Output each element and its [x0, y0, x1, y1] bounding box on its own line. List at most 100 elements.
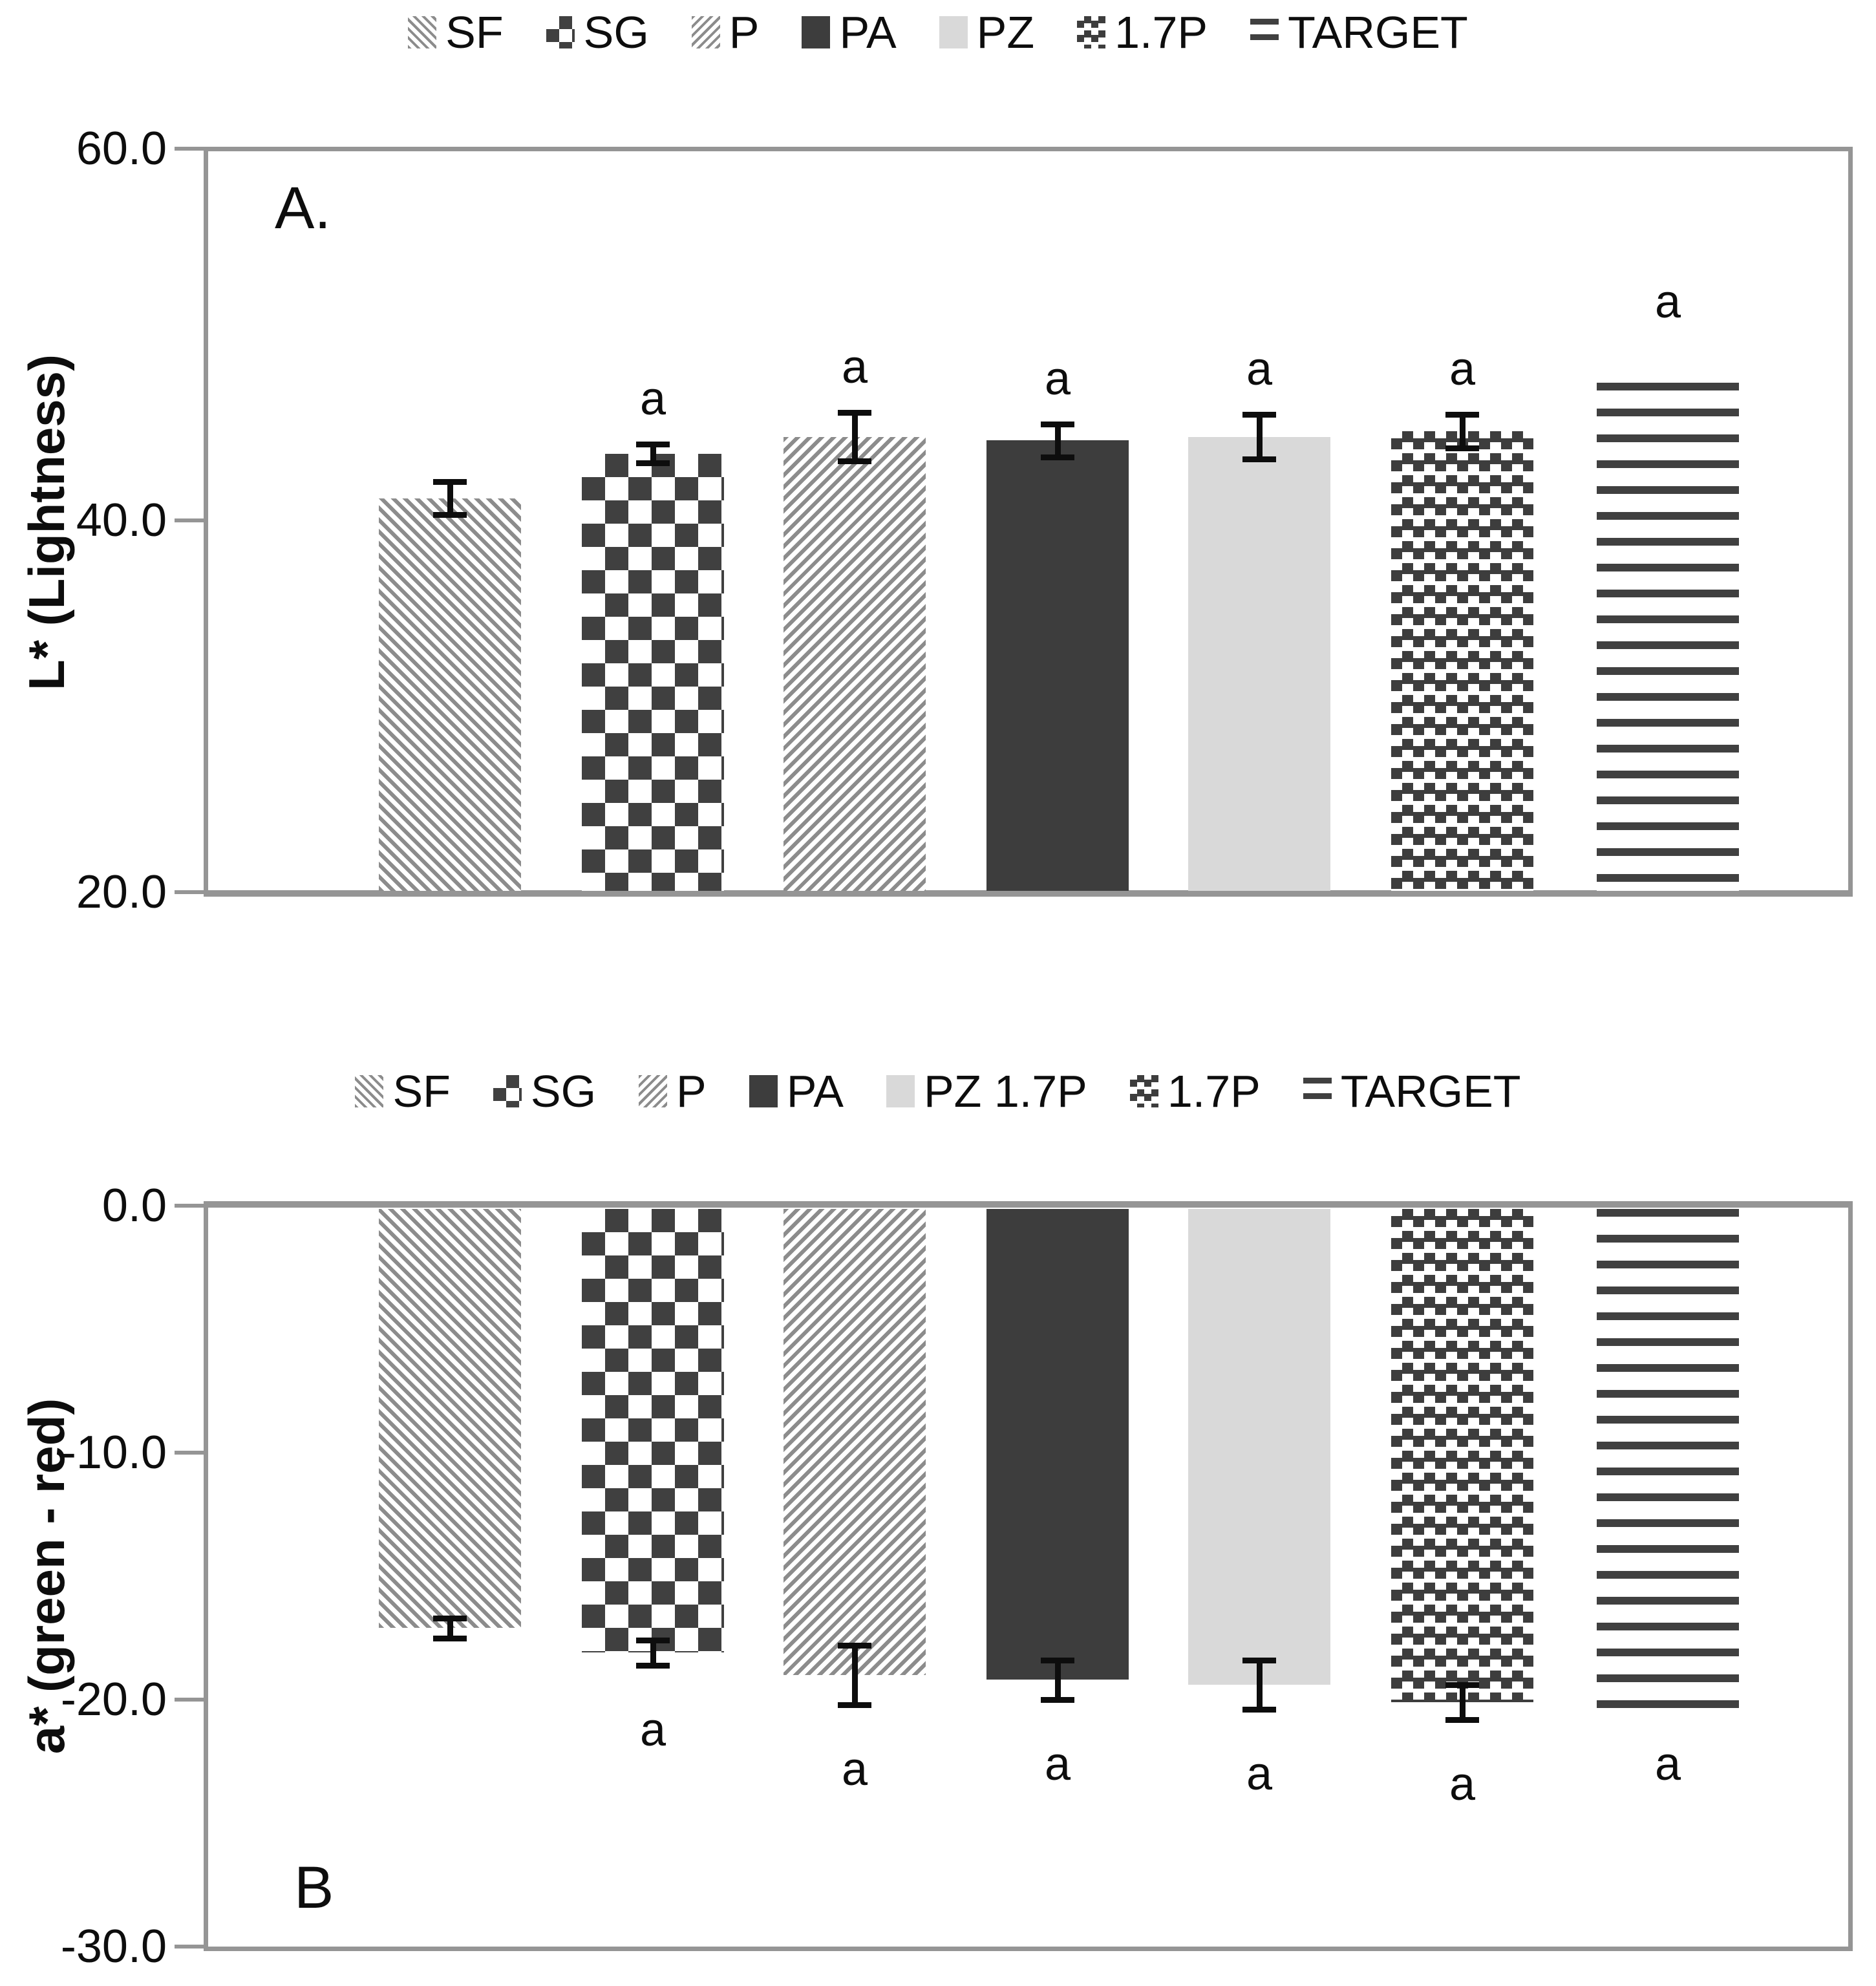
bar-SF	[379, 1209, 521, 1628]
sig-letter: a	[841, 1743, 868, 1795]
error-bar-cap	[1445, 1716, 1479, 1723]
legend-item-label: PA	[786, 1066, 844, 1116]
error-bar-cap	[1041, 1697, 1074, 1703]
sig-letter: a	[1654, 1738, 1681, 1791]
error-bar-cap	[1041, 1657, 1074, 1663]
chart-b-plot-area	[204, 1201, 1853, 1951]
legend-item-PA: PA	[802, 6, 897, 58]
scattered-squares-swatch-icon	[1077, 16, 1106, 48]
horizontal-lines-swatch-icon	[1303, 1078, 1332, 1105]
error-bar-cap	[636, 1662, 670, 1669]
checkerboard-swatch-icon	[493, 1075, 522, 1107]
legend-item-label: SG	[583, 7, 649, 58]
bar-1.7P	[1391, 1209, 1533, 1702]
legend-item-PZ: PZ	[939, 6, 1034, 58]
error-bar-1.7P	[1459, 414, 1466, 448]
solid-light-swatch-icon	[939, 16, 968, 48]
y-tick-label: -30.0	[60, 1921, 167, 1972]
legend-item-PA: PA	[749, 1065, 844, 1117]
diagonal-down-hatch-swatch-icon	[355, 1075, 384, 1107]
sig-letter: a	[841, 341, 868, 394]
legend-item-TARGET: TARGET	[1303, 1065, 1521, 1117]
legend-item-label: P	[729, 7, 760, 58]
error-bar-P	[851, 412, 858, 461]
legend-item-label: TARGET	[1340, 1066, 1521, 1116]
error-bar-P	[851, 1645, 858, 1705]
y-tick-label: 60.0	[76, 123, 167, 175]
legend-item-1.7P: 1.7P	[1077, 6, 1208, 58]
y-tick-label: 0.0	[101, 1180, 167, 1232]
error-bar-cap	[1041, 421, 1074, 427]
error-bar-1.7P	[1459, 1685, 1466, 1720]
checkerboard-swatch-icon	[546, 16, 575, 48]
y-tick-label: -10.0	[60, 1427, 167, 1479]
legend-item-label: PA	[839, 7, 897, 58]
legend-item-P: P	[691, 6, 760, 58]
sig-letter: a	[1449, 343, 1476, 396]
sig-letter: a	[1246, 343, 1273, 396]
chart-a-legend: SF SG P PA PZ 1.7P TARGET	[103, 4, 1773, 61]
bar-1.7P	[1391, 431, 1533, 891]
sig-letter: a	[1044, 352, 1071, 405]
legend-item-label: 1.7P	[1167, 1066, 1261, 1116]
sig-letter: a	[1044, 1738, 1071, 1790]
error-bar-SG	[650, 1640, 656, 1665]
legend-item-TARGET: TARGET	[1250, 6, 1468, 58]
legend-item-label: PZ	[976, 7, 1035, 58]
y-tick-mark	[175, 1945, 204, 1949]
bar-P	[783, 1209, 926, 1675]
bar-SF	[379, 498, 521, 891]
legend-item-SG: SG	[546, 6, 649, 58]
error-bar-SG	[650, 444, 656, 463]
legend-item-SG: SG	[493, 1065, 596, 1117]
bar-SG	[582, 453, 724, 891]
legend-item-SF: SF	[408, 6, 504, 58]
y-tick-label: 20.0	[76, 866, 167, 918]
error-bar-cap	[1242, 412, 1276, 418]
y-tick-mark	[175, 518, 204, 522]
legend-item-1.7P: 1.7P	[1129, 1065, 1261, 1117]
diagonal-up-hatch-swatch-icon	[691, 16, 720, 48]
diagonal-up-hatch-swatch-icon	[639, 1075, 668, 1107]
chart-a-panel-label: A.	[275, 175, 331, 241]
sig-letter: a	[1449, 1758, 1476, 1810]
bar-TARGET	[1597, 1209, 1739, 1710]
diagonal-down-hatch-swatch-icon	[408, 16, 437, 48]
error-bar-cap	[1445, 445, 1479, 451]
legend-item-PZ 1.7P: PZ 1.7P	[886, 1065, 1087, 1117]
sig-letter: a	[639, 373, 666, 425]
error-bar-PZ	[1256, 1660, 1263, 1710]
y-tick-mark	[175, 147, 204, 151]
chart-b-y-axis-title: a* (green - red)	[18, 1398, 75, 1755]
y-tick-mark	[175, 1698, 204, 1702]
error-bar-cap	[838, 1642, 871, 1649]
chart-b-legend: SF SG P PA PZ 1.7P 1.7P TARGET	[103, 1063, 1773, 1120]
solid-dark-swatch-icon	[802, 16, 831, 48]
legend-item-label: SG	[530, 1066, 597, 1116]
error-bar-cap	[1445, 1682, 1479, 1689]
legend-item-label: SF	[445, 7, 504, 58]
error-bar-cap	[1242, 456, 1276, 463]
error-bar-cap	[433, 478, 467, 485]
error-bar-cap	[838, 1702, 871, 1708]
legend-item-P: P	[639, 1065, 707, 1117]
error-bar-cap	[838, 458, 871, 464]
error-bar-cap	[1242, 1657, 1276, 1663]
error-bar-PZ	[1256, 414, 1263, 460]
error-bar-cap	[636, 1638, 670, 1644]
sig-letter: a	[1654, 276, 1681, 328]
bar-TARGET	[1597, 383, 1739, 891]
legend-item-label: TARGET	[1288, 7, 1468, 58]
solid-light-swatch-icon	[886, 1075, 915, 1107]
error-bar-cap	[636, 460, 670, 466]
solid-dark-swatch-icon	[749, 1075, 778, 1107]
bar-SG	[582, 1209, 724, 1653]
scattered-squares-swatch-icon	[1129, 1075, 1158, 1107]
error-bar-cap	[1041, 454, 1074, 461]
bar-PZ	[1188, 436, 1330, 891]
chart-b-panel-label: B	[294, 1855, 334, 1921]
y-tick-mark	[175, 1451, 204, 1455]
error-bar-cap	[1242, 1707, 1276, 1713]
sig-letter: a	[1246, 1748, 1273, 1800]
